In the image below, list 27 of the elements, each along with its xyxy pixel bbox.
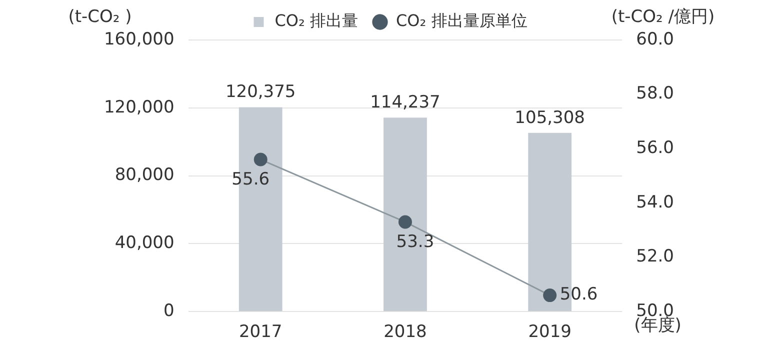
y-tick-label: 80,000 [114, 165, 174, 186]
data-label: 53.3 [396, 232, 434, 252]
point [398, 215, 412, 229]
point [254, 152, 268, 166]
data-label: 105,308 [514, 108, 585, 128]
point [543, 288, 557, 302]
data-label: 114,237 [370, 92, 440, 113]
y2-tick-label: 56.0 [636, 138, 674, 158]
y-tick-label: 120,000 [104, 97, 174, 118]
x-axis-title: (年度) [634, 316, 682, 336]
y-tick-label: 160,000 [104, 29, 174, 50]
legend-label: CO₂ 排出量 [274, 11, 358, 30]
x-tick-label: 2017 [238, 322, 282, 342]
y2-axis-title: (t-CO₂ /億円) [611, 6, 715, 27]
data-label: 120,375 [225, 82, 296, 102]
y2-tick-label: 54.0 [636, 192, 674, 212]
legend-label: CO₂ 排出量原単位 [396, 11, 528, 30]
y2-tick-label: 60.0 [636, 29, 674, 50]
data-label: 50.6 [560, 284, 598, 305]
x-tick-label: 2019 [528, 322, 572, 342]
data-label: 55.6 [232, 169, 270, 190]
x-tick-label: 2018 [384, 322, 427, 342]
y-tick-label: 0 [163, 301, 174, 322]
y-axis-title: (t-CO₂ ) [68, 6, 132, 27]
y2-tick-label: 58.0 [636, 84, 674, 104]
y2-tick-label: 52.0 [636, 246, 674, 267]
y-tick-label: 40,000 [114, 233, 174, 254]
